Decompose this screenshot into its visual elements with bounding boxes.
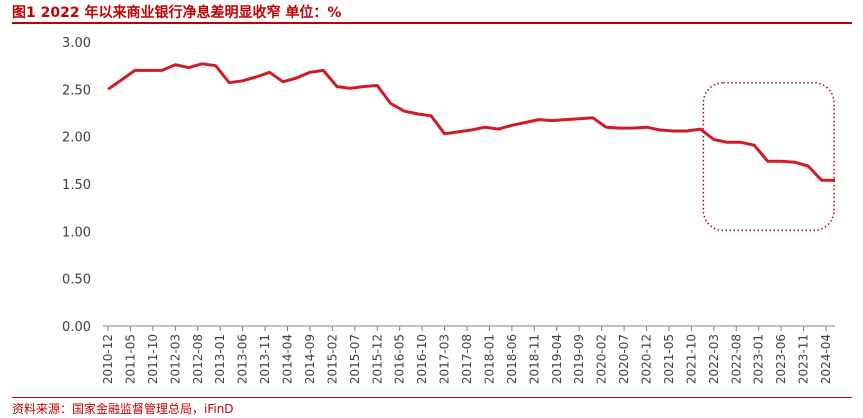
x-tick-label: 2010-12 [101,334,115,384]
x-tick-label: 2023-11 [797,334,811,384]
x-tick-label: 2017-03 [438,334,452,384]
x-tick-label: 2020-02 [595,334,609,384]
y-tick-label: 0.50 [62,273,91,288]
x-tick-label: 2021-10 [684,334,698,384]
y-tick-label: 0.00 [62,320,91,335]
title-underline [12,22,852,24]
x-tick-label: 2019-09 [572,334,586,384]
highlight-box [702,81,835,232]
x-tick-label: 2012-08 [191,334,205,384]
x-tick-label: 2019-04 [550,334,564,384]
x-tick-label: 2020-12 [640,334,654,384]
y-tick-label: 2.50 [62,83,91,98]
x-tick-label: 2016-10 [415,334,429,384]
x-tick-label: 2016-05 [393,334,407,384]
x-tick-label: 2013-06 [236,334,250,384]
x-tick-label: 2021-05 [662,334,676,384]
x-tick-label: 2024-04 [819,334,833,384]
x-tick-label: 2011-10 [146,334,160,384]
x-tick-label: 2011-05 [123,334,137,384]
x-tick-label: 2018-11 [527,334,541,384]
x-tick-label: 2013-11 [258,334,272,384]
x-tick-label: 2015-12 [370,334,384,384]
figure-title: 图1 2022 年以来商业银行净息差明显收窄 单位：% [12,5,342,21]
y-tick-label: 2.00 [62,131,91,146]
x-tick-label: 2022-08 [729,334,743,384]
y-tick-label: 3.00 [62,36,91,51]
x-tick-label: 2017-08 [460,334,474,384]
x-tick-label: 2018-06 [505,334,519,384]
source-divider [12,397,852,398]
x-tick-label: 2012-03 [168,334,182,384]
x-tick-label: 2023-01 [752,334,766,384]
x-tick-label: 2023-06 [774,334,788,384]
x-tick-label: 2018-01 [482,334,496,384]
source-note: 资料来源：国家金融监督管理总局，iFinD [12,402,234,416]
x-tick-label: 2014-04 [281,334,295,384]
x-tick-label: 2022-03 [707,334,721,384]
series-line [107,62,835,182]
x-tick-label: 2020-07 [617,334,631,384]
x-tick-label: 2014-09 [303,334,317,384]
x-tick-label: 2015-02 [325,334,339,384]
y-tick-label: 1.00 [62,225,91,240]
y-tick-label: 1.50 [62,178,91,193]
x-tick-label: 2013-01 [213,334,227,384]
x-tick-label: 2015-07 [348,334,362,384]
